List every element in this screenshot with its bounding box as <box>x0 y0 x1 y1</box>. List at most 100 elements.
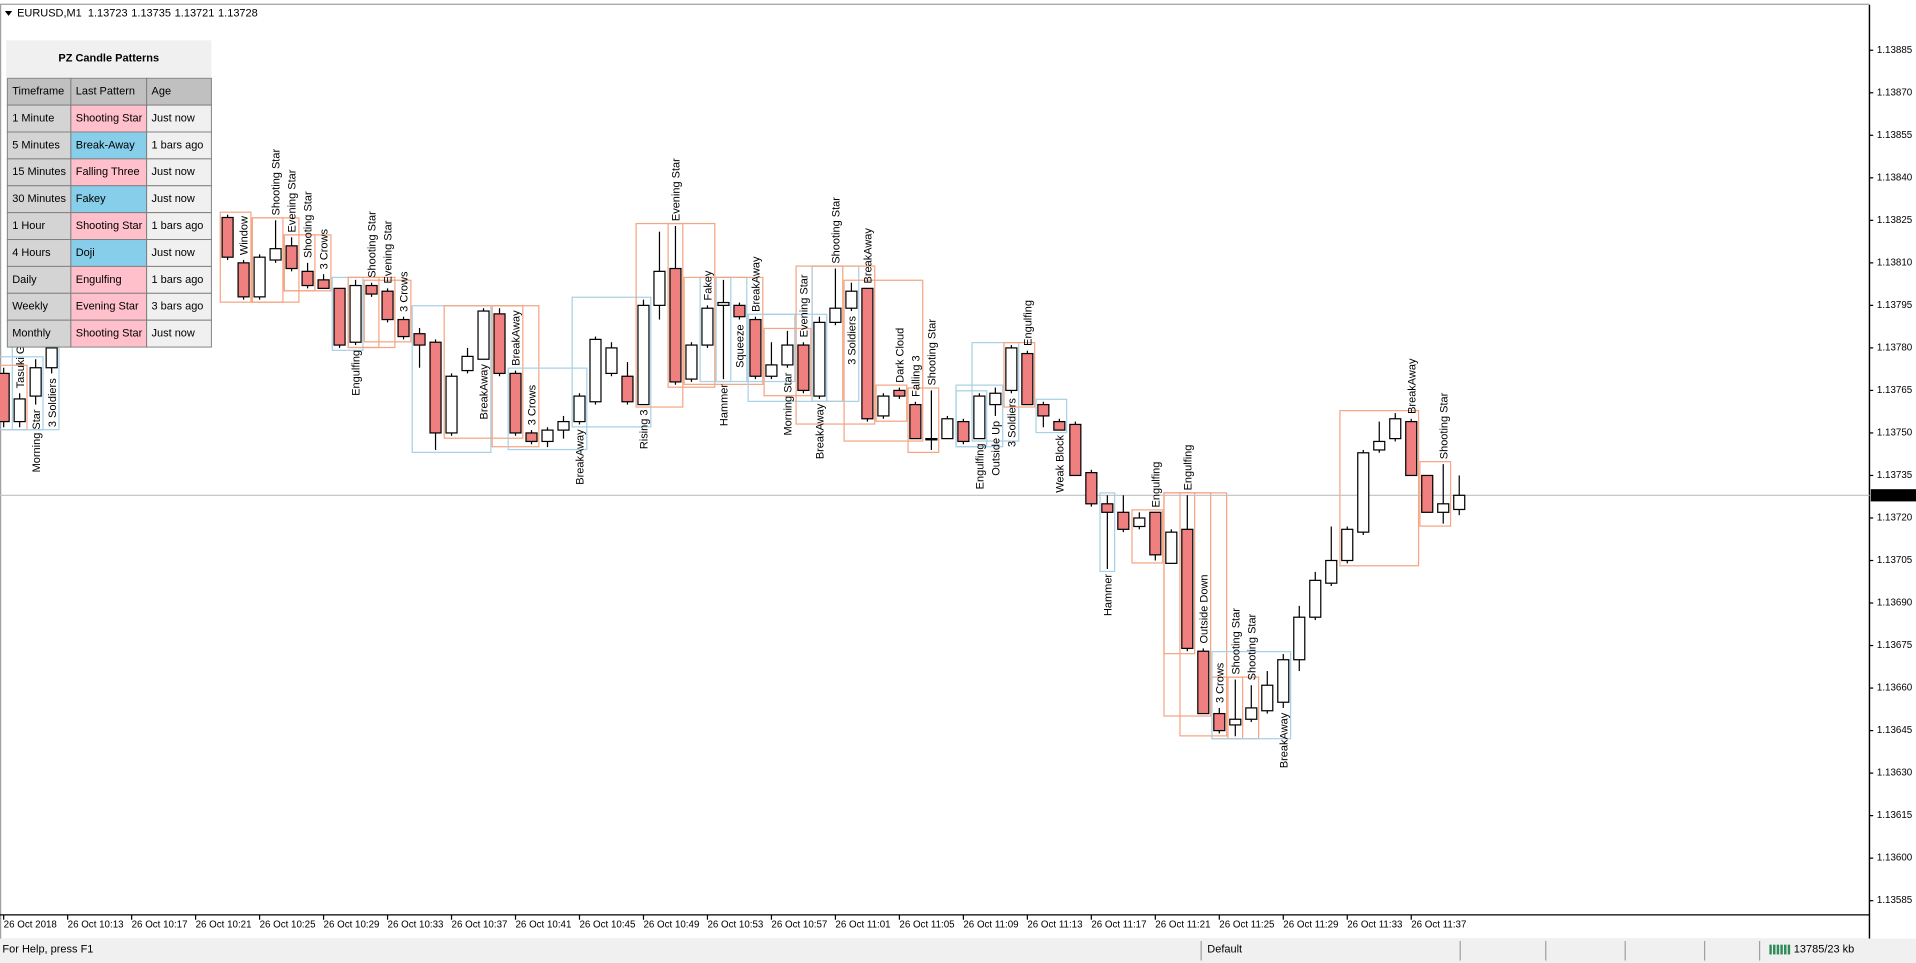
candle-body <box>1005 347 1018 392</box>
last-pattern-cell <box>70 239 148 267</box>
last-pattern-cell <box>70 319 148 348</box>
pattern-label: Outside Down <box>1198 574 1210 643</box>
candle-body <box>1037 403 1050 417</box>
timeframe: 1 Minute <box>12 112 54 124</box>
candle-body <box>1053 420 1066 431</box>
candle-body <box>237 262 250 298</box>
candle-body <box>797 344 810 392</box>
timeframe: 1 Hour <box>12 220 45 232</box>
y-tick-label: 1.13870 <box>1877 87 1913 98</box>
pattern-label: Engulfing <box>1182 445 1194 491</box>
age: 3 bars ago <box>152 301 204 313</box>
timeframe: Daily <box>12 274 37 286</box>
last-pattern: Engulfing <box>76 274 122 286</box>
x-tick-label: 26 Oct 11:13 <box>1027 920 1082 931</box>
candle-body <box>717 301 730 306</box>
last-pattern-cell <box>70 292 148 321</box>
pattern-box <box>283 234 332 292</box>
candle-body <box>493 313 506 375</box>
candle-body <box>605 347 618 375</box>
candle-body <box>1309 579 1322 618</box>
pattern-label: Outside Up <box>990 421 1002 476</box>
y-tick-label: 1.13720 <box>1877 513 1913 524</box>
x-tick-label: 26 Oct 2018 <box>4 920 57 931</box>
x-tick-label: 26 Oct 11:25 <box>1219 920 1275 931</box>
pattern-box <box>347 276 396 349</box>
x-tick-label: 26 Oct 10:57 <box>771 920 827 931</box>
low-price: 1.13721 <box>175 7 215 19</box>
symbol: EURUSD,M1 <box>17 7 82 19</box>
candle-body <box>957 420 970 443</box>
timeframe: Monthly <box>12 328 51 340</box>
age-cell <box>146 319 212 348</box>
x-tick-label: 26 Oct 10:37 <box>452 920 508 931</box>
pattern-label: Shooting Star <box>271 149 283 216</box>
x-tick-label: 26 Oct 11:21 <box>1155 920 1210 931</box>
x-tick-label: 26 Oct 10:21 <box>196 920 252 931</box>
candle-body <box>765 364 778 377</box>
pattern-label: Hammer <box>1102 574 1114 616</box>
x-tick-label: 26 Oct 10:13 <box>68 920 124 931</box>
candle-body <box>989 392 1002 406</box>
column-header-cell <box>70 77 148 106</box>
candle-body <box>925 437 938 441</box>
pattern-label: Shooting Star <box>303 191 315 258</box>
pattern-label: Shooting Star <box>1438 392 1450 459</box>
pattern-label: Hammer <box>719 384 731 426</box>
candle-body <box>701 307 714 346</box>
pattern-label: 3 Crows <box>1214 662 1226 703</box>
pattern-label: Rising 3 <box>639 409 651 449</box>
help-text: For Help, press F1 <box>2 943 93 955</box>
candle-body <box>1181 528 1194 649</box>
y-tick-label: 1.13675 <box>1877 640 1913 651</box>
menu-arrow[interactable] <box>4 10 13 16</box>
candle-body <box>749 318 762 377</box>
x-tick-label: 26 Oct 11:17 <box>1091 920 1146 931</box>
y-tick-label: 1.13885 <box>1877 45 1913 56</box>
pattern-label: Weak Block <box>1054 434 1066 492</box>
pattern-label: Evening Star <box>287 169 299 232</box>
age: Just now <box>152 328 195 340</box>
pattern-label: Engulfing <box>975 443 987 489</box>
candle-body <box>333 287 346 346</box>
pattern-box <box>1003 342 1036 408</box>
candle-body <box>1277 659 1290 703</box>
candle-body <box>269 248 282 261</box>
pattern-label: BreakAway <box>575 429 587 485</box>
age: 1 bars ago <box>152 220 204 232</box>
candle-body <box>477 310 490 360</box>
candle-body <box>525 432 538 443</box>
y-tick-label: 1.13630 <box>1877 768 1913 779</box>
x-tick-label: 26 Oct 11:01 <box>835 920 890 931</box>
pattern-label: Evening Star <box>799 274 811 337</box>
y-tick-label: 1.13660 <box>1877 683 1913 694</box>
pattern-box <box>1211 650 1292 740</box>
pattern-label: 3 Soldiers <box>847 315 859 364</box>
y-tick-label: 1.13765 <box>1877 385 1913 396</box>
pattern-label: BreakAway <box>511 310 523 366</box>
pattern-box <box>1419 461 1452 527</box>
candle-body <box>621 375 634 403</box>
last-pattern-cell <box>70 131 148 160</box>
pattern-label: BreakAway <box>1278 712 1290 768</box>
candle-body <box>365 284 378 295</box>
y-tick-label: 1.13795 <box>1877 300 1913 311</box>
pattern-label: BreakAway <box>479 364 491 420</box>
pattern-box <box>491 305 540 448</box>
x-tick-label: 26 Oct 10:25 <box>260 920 316 931</box>
candle-body <box>1069 423 1082 477</box>
traffic-icon <box>1769 944 1791 955</box>
pattern-box <box>747 313 828 402</box>
timeframe-cell <box>6 131 72 160</box>
price-axis-bg <box>1870 4 1916 939</box>
x-tick-label: 26 Oct 11:33 <box>1347 920 1402 931</box>
candle-body <box>1421 474 1434 513</box>
timeframe-cell <box>6 319 72 348</box>
candle-body <box>973 395 986 440</box>
candle-body <box>1453 494 1466 511</box>
x-tick-label: 26 Oct 10:53 <box>707 920 763 931</box>
x-tick-label: 26 Oct 11:37 <box>1411 920 1466 931</box>
profile[interactable]: Default <box>1207 943 1242 955</box>
